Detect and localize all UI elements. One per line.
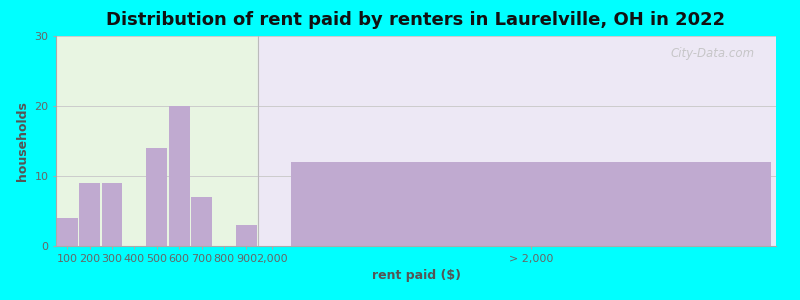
Bar [102,183,122,246]
Text: City-Data.com: City-Data.com [670,46,754,59]
X-axis label: rent paid ($): rent paid ($) [371,269,461,282]
Bar [236,225,257,246]
Bar [57,218,78,246]
Bar [146,148,167,246]
Bar [191,197,212,246]
Bar [79,183,100,246]
Bar [291,162,771,246]
Title: Distribution of rent paid by renters in Laurelville, OH in 2022: Distribution of rent paid by renters in … [106,11,726,29]
Bar [169,106,190,246]
Bar [258,36,776,246]
Y-axis label: households: households [16,101,29,181]
